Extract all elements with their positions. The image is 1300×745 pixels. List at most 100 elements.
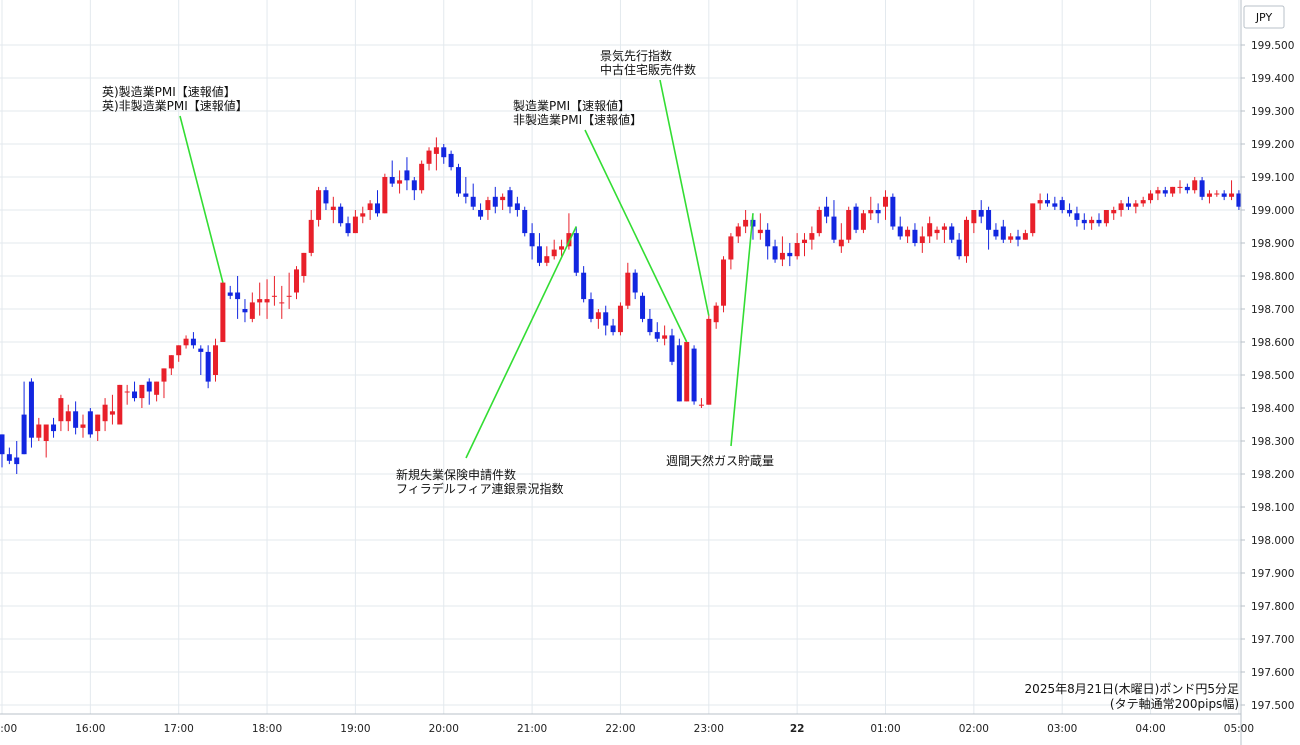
candle xyxy=(154,381,160,402)
candle-body xyxy=(1221,193,1227,197)
chart-caption: 2025年8月21日(木曜日)ポンド円5分足 (タテ軸通常200pips幅) xyxy=(1025,682,1239,711)
candle xyxy=(0,434,5,468)
candle-body xyxy=(1162,190,1168,194)
candle xyxy=(728,233,734,270)
candle-body xyxy=(1074,213,1080,220)
candle-body xyxy=(404,170,410,181)
candle xyxy=(1133,200,1139,214)
candle xyxy=(1170,186,1176,197)
y-tick-label: 199.500 xyxy=(1251,40,1294,52)
y-tick-label: 198.600 xyxy=(1251,337,1294,349)
candle xyxy=(949,223,955,243)
candle xyxy=(941,223,947,243)
candle xyxy=(257,282,263,316)
x-tick-label: 23:00 xyxy=(694,723,724,735)
candle-body xyxy=(735,226,741,237)
candle-body xyxy=(117,384,123,425)
candle-body xyxy=(470,196,476,207)
candle-body xyxy=(986,210,992,230)
candle-body xyxy=(573,233,579,273)
candle xyxy=(514,196,520,217)
x-tick-label: 22 xyxy=(790,723,805,735)
candle xyxy=(213,338,219,382)
candle-body xyxy=(1081,219,1087,224)
candle xyxy=(640,292,646,323)
candle-body xyxy=(802,239,808,243)
candle xyxy=(1229,180,1235,201)
candle-body xyxy=(1170,186,1176,194)
annotation-line xyxy=(730,213,754,447)
y-tick-label: 198.000 xyxy=(1251,535,1294,547)
candle xyxy=(132,381,138,402)
candle xyxy=(139,384,145,408)
y-tick-label: 198.400 xyxy=(1251,403,1294,415)
candle xyxy=(21,381,27,455)
candle xyxy=(971,210,977,234)
x-tick-label: 21:00 xyxy=(517,723,547,735)
caption-line-1: 2025年8月21日(木曜日)ポンド円5分足 xyxy=(1025,682,1239,696)
candle-body xyxy=(978,210,984,217)
candle xyxy=(1184,183,1190,194)
x-tick-label: 18:00 xyxy=(252,723,282,735)
candle xyxy=(1125,196,1131,210)
candle xyxy=(647,309,653,336)
candle xyxy=(868,196,874,220)
candle-body xyxy=(1008,236,1014,240)
x-tick-label: 16:00 xyxy=(75,723,105,735)
candle-body xyxy=(941,226,947,230)
candle xyxy=(374,190,380,217)
candle-body xyxy=(220,282,226,342)
candle xyxy=(581,266,587,303)
candle-body xyxy=(846,210,852,240)
candle xyxy=(1044,193,1050,207)
candle xyxy=(345,216,351,237)
y-tick-label: 199.400 xyxy=(1251,73,1294,85)
candle-body xyxy=(109,411,115,415)
candle-body xyxy=(1133,203,1139,207)
candle xyxy=(382,173,388,214)
candle-body xyxy=(271,295,277,297)
candle-body xyxy=(1236,193,1242,207)
candle xyxy=(676,338,682,402)
candle xyxy=(897,216,903,240)
candle-body xyxy=(154,381,160,395)
candle xyxy=(1030,203,1036,237)
y-tick-label: 198.900 xyxy=(1251,238,1294,250)
candle-body xyxy=(927,223,933,237)
candle-body xyxy=(1030,203,1036,234)
candle-body xyxy=(654,332,660,339)
candle-body xyxy=(581,272,587,300)
candle-body xyxy=(132,391,138,399)
candle-body xyxy=(294,269,299,293)
candle-body xyxy=(500,196,506,201)
candle-body xyxy=(419,163,425,191)
candle-body xyxy=(1148,193,1154,201)
candle xyxy=(779,236,785,267)
candle xyxy=(227,285,233,300)
candle-body xyxy=(146,381,152,392)
candle xyxy=(316,186,322,227)
caption-line-2: (タテ軸通常200pips幅) xyxy=(1110,696,1239,711)
candle xyxy=(1008,233,1014,243)
candle-body xyxy=(536,246,542,263)
annotation-line xyxy=(584,129,688,343)
y-tick-label: 198.800 xyxy=(1251,271,1294,283)
candle xyxy=(360,206,366,224)
candle-body xyxy=(698,404,704,406)
candle-body xyxy=(934,229,940,234)
candle-body xyxy=(21,414,27,455)
candle xyxy=(809,226,815,250)
candle xyxy=(323,186,329,210)
candle-body xyxy=(993,229,999,237)
candle-body xyxy=(617,305,623,333)
candle-body xyxy=(242,309,248,313)
candle xyxy=(831,200,837,243)
candle-body xyxy=(389,177,395,184)
candle-body xyxy=(463,193,469,197)
candle-body xyxy=(139,384,145,399)
candle xyxy=(1081,213,1087,230)
candle xyxy=(235,276,241,319)
candle-body xyxy=(87,411,93,435)
annotation-text: 新規失業保険申請件数 xyxy=(396,467,516,482)
